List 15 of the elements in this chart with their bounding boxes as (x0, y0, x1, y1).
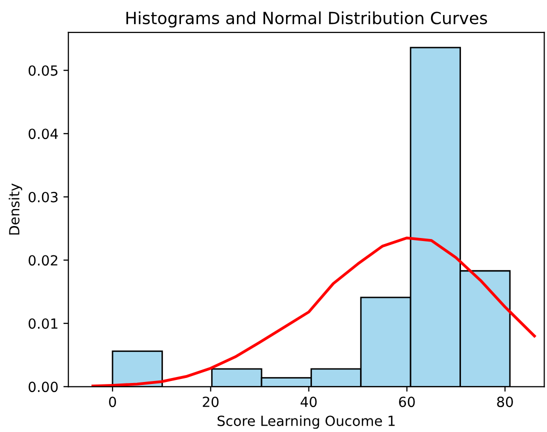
y-tick-label: 0.01 (28, 318, 58, 329)
line-series (92, 236, 536, 387)
x-tick-label: 60 (399, 396, 415, 408)
x-tick-label: 20 (202, 396, 219, 408)
x-tick-label: 40 (300, 396, 317, 408)
chart-title: Histograms and Normal Distribution Curves (126, 11, 488, 28)
y-tick-label: 0.03 (28, 192, 58, 202)
x-axis-title: Score Learning Oucome 1 (218, 415, 395, 429)
y-tick-label: 0.02 (28, 255, 58, 266)
y-axis-title: Density (8, 184, 22, 235)
x-tick-label: 0 (109, 396, 116, 408)
x-tick-label: 80 (497, 396, 513, 408)
y-tick-label: 0.00 (28, 382, 58, 392)
y-tick-label: 0.04 (28, 128, 58, 140)
y-tick-label: 0.05 (28, 65, 58, 76)
